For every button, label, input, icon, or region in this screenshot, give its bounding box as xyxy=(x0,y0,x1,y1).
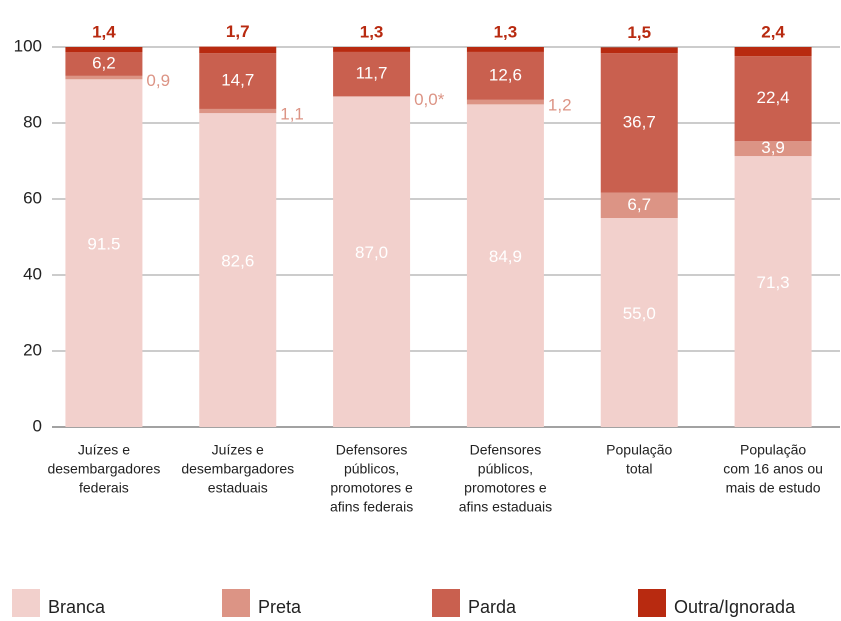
y-tick-label: 20 xyxy=(23,340,42,359)
bar-segment xyxy=(199,108,277,114)
bar-segment xyxy=(333,96,411,428)
y-tick-label: 80 xyxy=(23,112,42,131)
bar-segment xyxy=(466,47,544,52)
x-tick-label: afins estaduais xyxy=(459,499,552,515)
bar-segment xyxy=(65,47,143,53)
value-label: 1,2 xyxy=(548,96,572,115)
x-tick-label: estaduais xyxy=(208,480,268,496)
x-tick-label: Juízes e xyxy=(78,442,130,458)
legend-swatch xyxy=(638,589,666,617)
legend-label: Preta xyxy=(258,597,302,617)
bar-segment xyxy=(466,99,544,105)
value-label: 3,9 xyxy=(761,138,785,157)
x-tick-label: com 16 anos ou xyxy=(723,461,823,477)
value-label: 1,7 xyxy=(226,22,250,41)
bar-segment xyxy=(199,53,277,109)
bar-segment xyxy=(734,141,812,157)
y-tick-label: 100 xyxy=(14,36,42,55)
value-label: 0,9 xyxy=(146,71,170,90)
x-tick-label: População xyxy=(606,442,672,458)
value-label: 14,7 xyxy=(221,70,254,89)
x-tick-label: promotores e xyxy=(464,480,547,496)
bar-segment xyxy=(65,52,143,76)
value-label: 22,4 xyxy=(757,88,790,107)
value-label: 0,0* xyxy=(414,90,445,109)
value-label: 11,7 xyxy=(356,64,388,83)
bar-segment xyxy=(466,51,544,100)
x-tick-label: total xyxy=(626,461,652,477)
value-label: 6,2 xyxy=(92,54,116,73)
value-label: 2,4 xyxy=(761,22,785,41)
value-label: 1,3 xyxy=(494,22,518,41)
value-label: 82,6 xyxy=(221,252,254,271)
value-label: 91.5 xyxy=(87,235,120,254)
value-label: 6,7 xyxy=(627,195,651,214)
x-tick-label: desembargadores xyxy=(181,461,294,477)
value-label: 1,5 xyxy=(627,23,651,42)
y-tick-label: 0 xyxy=(33,416,42,435)
x-tick-label: públicos, xyxy=(478,461,533,477)
value-label: 12,6 xyxy=(489,65,522,84)
legend-label: Outra/Ignorada xyxy=(674,597,796,617)
value-label: 1,4 xyxy=(92,22,116,41)
bar-segment xyxy=(333,51,411,97)
y-tick-label: 60 xyxy=(23,188,42,207)
value-label: 55,0 xyxy=(623,304,656,323)
x-tick-label: Defensores xyxy=(336,442,408,458)
x-tick-label: Juízes e xyxy=(212,442,264,458)
bar-segment xyxy=(734,47,812,57)
x-tick-label: afins federais xyxy=(330,499,413,515)
bar-segment xyxy=(199,113,277,428)
value-label: 71,3 xyxy=(757,273,790,292)
legend-label: Parda xyxy=(468,597,517,617)
bar-segment xyxy=(734,56,812,142)
value-label: 1,1 xyxy=(280,105,304,124)
value-label: 84,9 xyxy=(489,247,522,266)
x-tick-label: federais xyxy=(79,480,129,496)
y-tick-label: 40 xyxy=(23,264,42,283)
x-tick-label: População xyxy=(740,442,806,458)
legend-swatch xyxy=(12,589,40,617)
bar-segment xyxy=(600,53,678,193)
legend-label: Branca xyxy=(48,597,106,617)
bar-segment xyxy=(600,192,678,218)
bar-segment xyxy=(333,47,411,52)
bar-segment xyxy=(734,156,812,427)
legend-swatch xyxy=(432,589,460,617)
bar-segment xyxy=(600,47,678,54)
value-label: 87,0 xyxy=(355,243,388,262)
x-tick-label: desembargadores xyxy=(47,461,160,477)
x-tick-label: mais de estudo xyxy=(726,480,821,496)
bar-segment xyxy=(466,104,544,427)
legend-swatch xyxy=(222,589,250,617)
x-tick-label: públicos, xyxy=(344,461,399,477)
value-label: 36,7 xyxy=(623,112,656,131)
bar-segment xyxy=(65,75,143,80)
x-tick-label: promotores e xyxy=(330,480,413,496)
x-tick-label: Defensores xyxy=(470,442,542,458)
bar-segment xyxy=(65,79,143,428)
bar-segment xyxy=(199,46,277,54)
bar-segment xyxy=(600,218,678,427)
value-label: 1,3 xyxy=(360,22,384,41)
